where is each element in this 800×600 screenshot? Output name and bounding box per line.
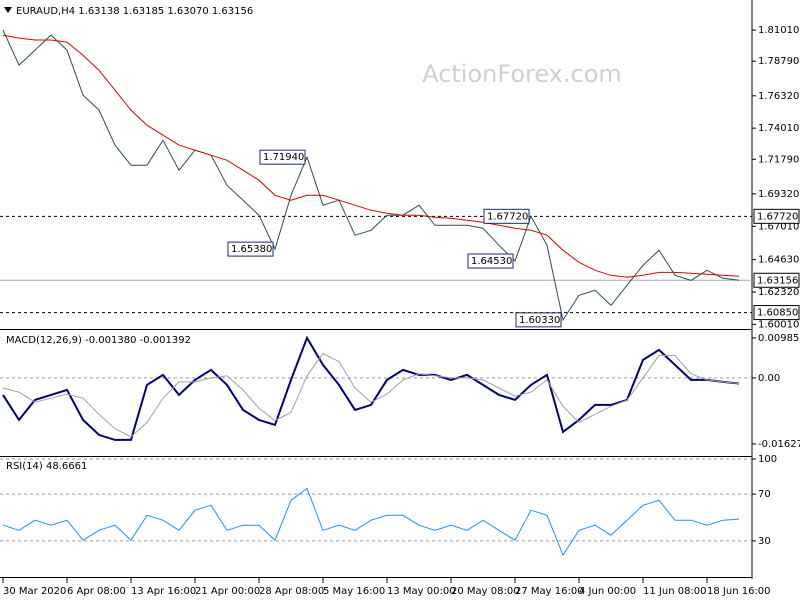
x-tick-label: 11 Jun 08:00 (643, 586, 707, 597)
x-tick-label: 13 Apr 16:00 (131, 586, 196, 597)
price-title: EURAUD,H4 1.63138 1.63185 1.63070 1.6315… (16, 6, 253, 17)
series-line (2, 352, 740, 438)
level-label: 1.67720 (757, 211, 798, 222)
level-label: 1.60850 (757, 308, 798, 319)
annotation-box (467, 253, 514, 269)
macd-title: MACD(12,26,9) -0.001380 -0.001392 (6, 335, 191, 346)
y-tick-label: 0.009855 (758, 333, 800, 344)
y-tick-label: 1.60010 (758, 319, 799, 330)
annotation-label: 1.65380 (231, 244, 272, 255)
level-label-box (753, 272, 800, 288)
y-tick-label: 1.74010 (758, 123, 799, 134)
annotation-box (483, 208, 530, 224)
y-tick-label: 0.00 (758, 373, 780, 384)
x-tick-label: 30 Mar 2020 (3, 586, 66, 597)
y-tick-label: 100 (758, 454, 777, 465)
annotation-label: 1.71940 (263, 152, 304, 163)
series-line (2, 29, 740, 322)
rsi-title: RSI(14) 48.6661 (6, 461, 87, 472)
level-label-box (753, 208, 800, 224)
x-tick-label: 4 Jun 00:00 (579, 586, 636, 597)
level-label: 1.63156 (757, 275, 798, 286)
x-tick-label: 20 May 08:00 (451, 586, 520, 597)
y-tick-label: 1.78790 (758, 56, 799, 67)
annotation-label: 1.67720 (487, 211, 528, 222)
series-line (2, 34, 740, 278)
y-tick-label: 1.69320 (758, 189, 799, 200)
y-tick-label: 1.81010 (758, 25, 799, 36)
y-tick-label: 30 (758, 536, 771, 547)
y-tick-label: 70 (758, 489, 771, 500)
y-tick-label: -0.01627 (758, 439, 800, 450)
level-label-box (753, 305, 800, 321)
watermark: ActionForex.com (422, 60, 622, 88)
series-line (2, 487, 740, 557)
x-tick-label: 6 Apr 08:00 (67, 586, 126, 597)
x-tick-label: 27 May 16:00 (515, 586, 584, 597)
x-tick-label: 13 May 00:00 (387, 586, 456, 597)
y-tick-label: 1.71790 (758, 154, 799, 165)
x-tick-label: 28 Apr 08:00 (259, 586, 324, 597)
x-tick-label: 21 Apr 00:00 (195, 586, 260, 597)
x-tick-label: 18 Jun 16:00 (707, 586, 771, 597)
series-line (2, 335, 740, 441)
annotation-box (227, 241, 274, 257)
y-tick-label: 1.62320 (758, 287, 799, 298)
annotation-label: 1.60330 (519, 315, 560, 326)
annotation-box (259, 149, 306, 165)
annotation-box (515, 312, 562, 328)
menu-icon (4, 7, 12, 13)
x-tick-label: 5 May 16:00 (323, 586, 385, 597)
y-tick-label: 1.64630 (758, 255, 799, 266)
y-tick-label: 1.67010 (758, 221, 799, 232)
annotation-label: 1.64530 (471, 256, 512, 267)
y-tick-label: 1.76320 (758, 91, 799, 102)
